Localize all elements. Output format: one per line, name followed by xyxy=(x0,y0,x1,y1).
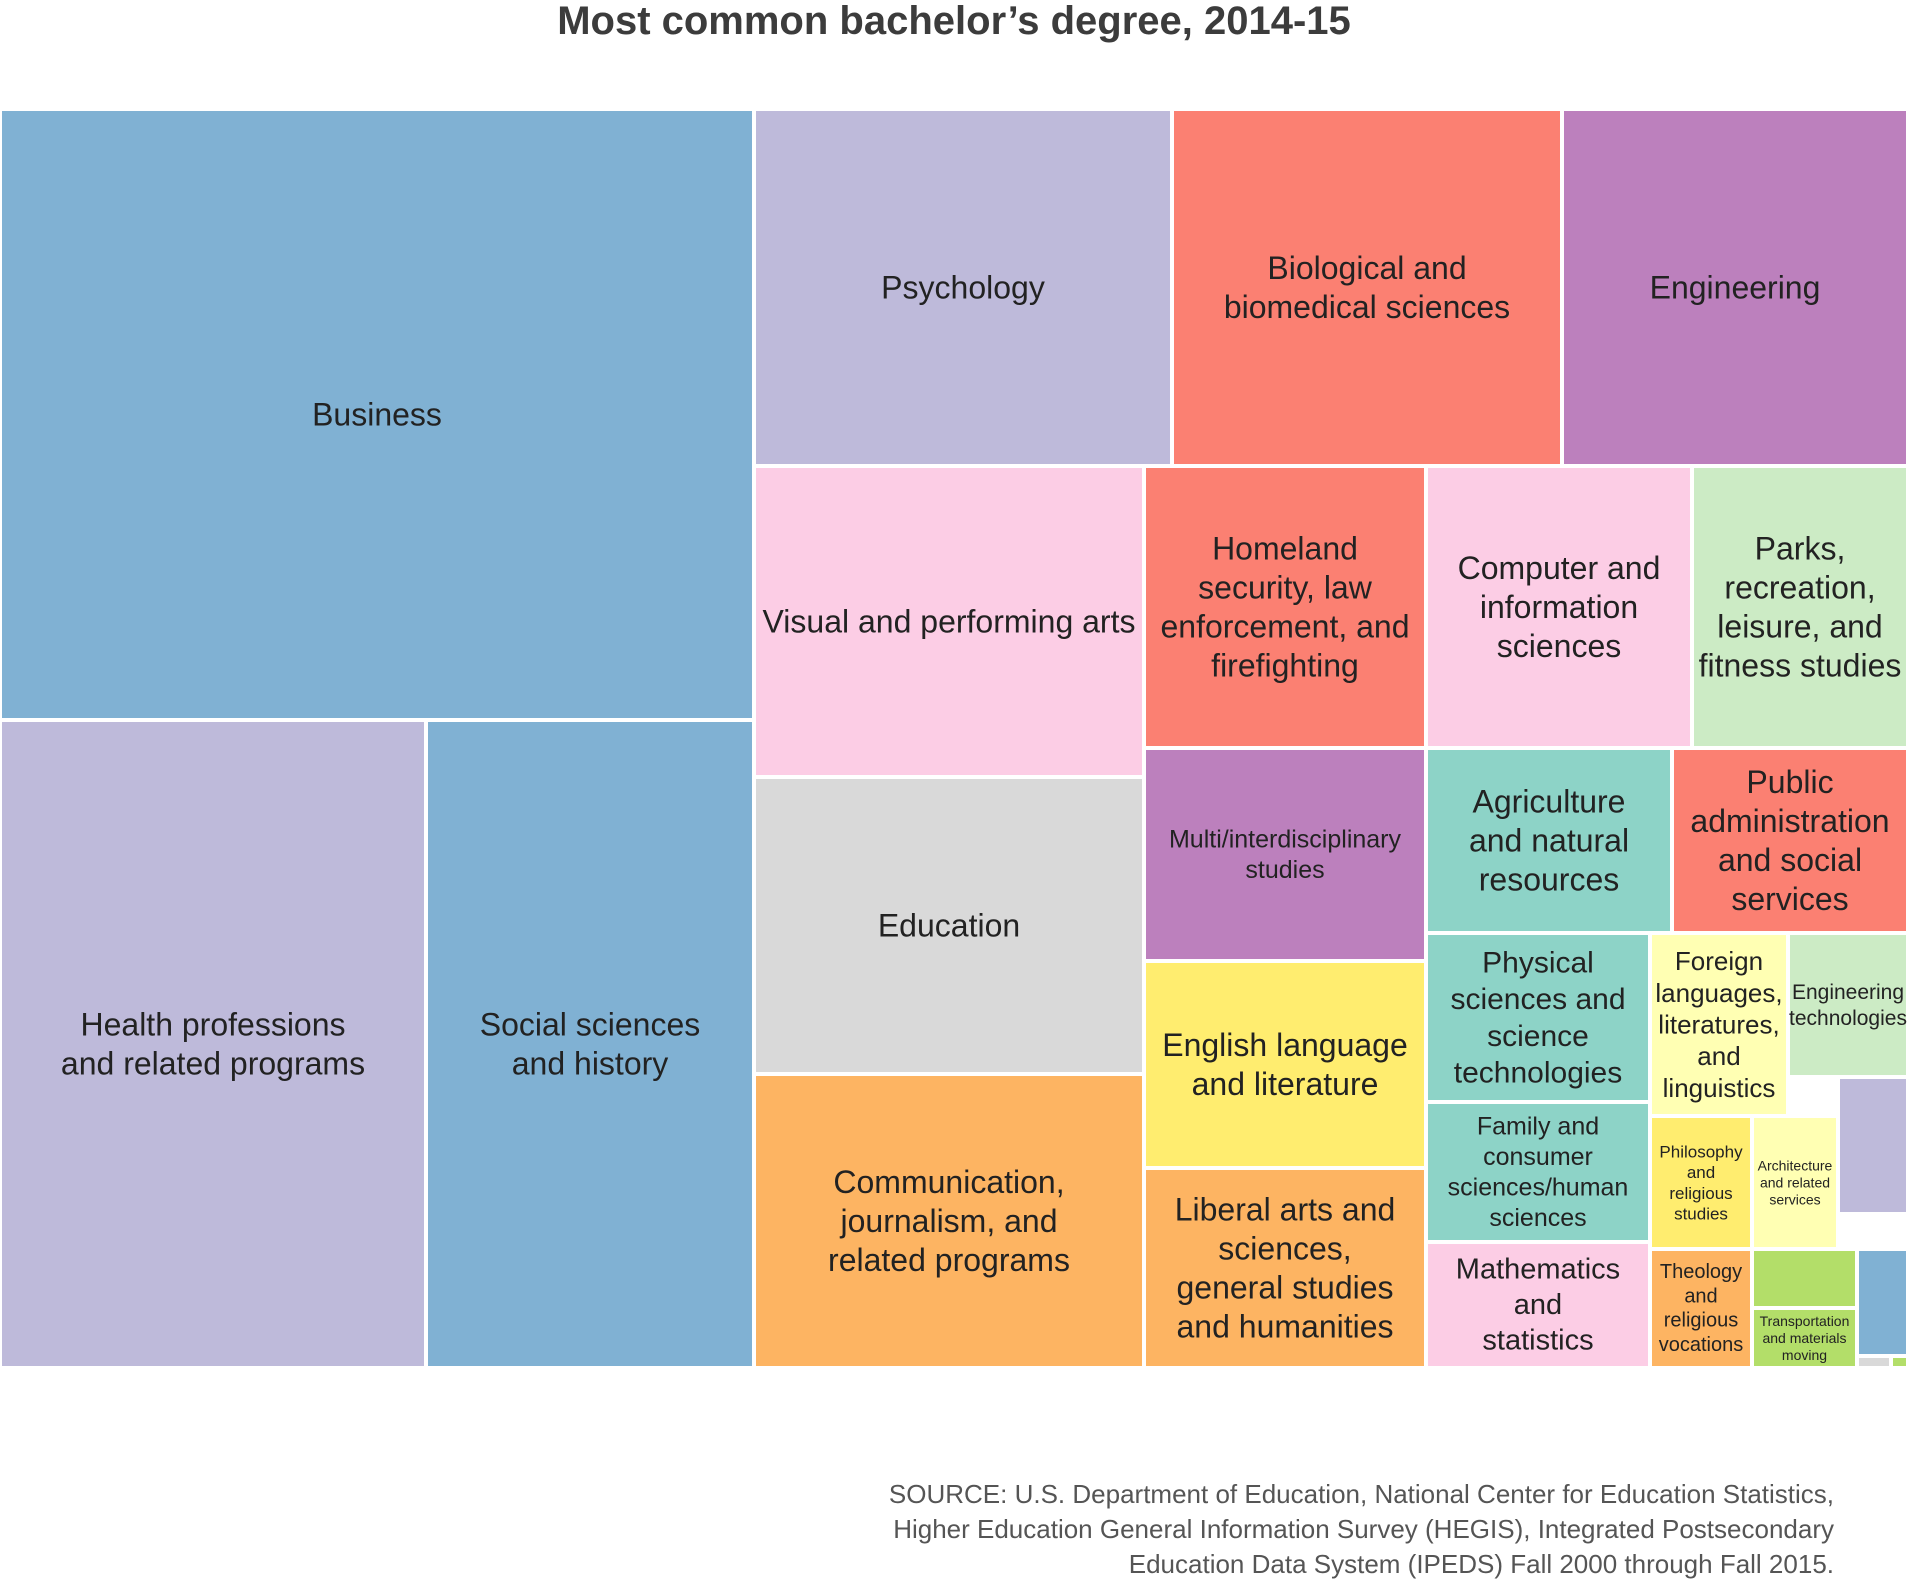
label-theology-and-religious-vocations: Theology and religious vocations xyxy=(1659,1261,1744,1356)
label-visual-and-performing-arts: Visual and performing arts xyxy=(763,604,1136,640)
source-note: SOURCE: U.S. Department of Education, Na… xyxy=(734,1477,1834,1582)
cell-parks-recreation-leisure-and-fitness-studies xyxy=(1690,464,1908,750)
label-architecture-and-related-services: Architecture and related services xyxy=(1758,1157,1833,1207)
cell-social-sciences-and-history xyxy=(424,718,756,1369)
label-computer-and-information-sciences: Computer and information sciences xyxy=(1458,550,1661,664)
label-biological-and-biomedical-sciences: Biological and biomedical sciences xyxy=(1224,250,1510,325)
cell-unlabeled-2 xyxy=(1750,1247,1859,1310)
label-mathematics-and-statistics: Mathematics and statistics xyxy=(1456,1254,1620,1357)
label-liberal-arts-and-sciences-general-studies-and-humanities: Liberal arts and sciences, general studies… xyxy=(1175,1191,1396,1344)
label-engineering-technologies: Engineering technologies xyxy=(1789,981,1907,1030)
cell-mathematics-and-statistics xyxy=(1424,1240,1652,1369)
label-multi-interdisciplinary-studies: Multi/interdisciplinary studies xyxy=(1169,825,1402,884)
label-philosophy-and-religious-studies: Philosophy and religious studies xyxy=(1659,1142,1743,1223)
label-engineering: Engineering xyxy=(1650,270,1821,306)
label-education: Education xyxy=(878,908,1020,944)
cell-english-language-and-literature xyxy=(1142,959,1428,1170)
label-foreign-languages-literatures-and-linguistics: Foreign languages, literatures, and linguist… xyxy=(1655,946,1782,1103)
cell-engineering-technologies xyxy=(1786,931,1908,1079)
cell-computer-and-information-sciences xyxy=(1424,464,1694,750)
chart-title: Most common bachelor’s degree, 2014-15 xyxy=(557,0,1351,43)
cell-architecture-and-related-services xyxy=(1750,1114,1840,1251)
cell-transportation-and-materials-moving xyxy=(1750,1306,1859,1369)
label-agriculture-and-natural-resources: Agriculture and natural resources xyxy=(1469,783,1629,897)
label-parks-recreation-leisure-and-fitness-studies: Parks, recreation, leisure, and fitness stu… xyxy=(1699,530,1902,683)
label-communication-journalism-and-related-programs: Communication, journalism, and related pro… xyxy=(828,1164,1070,1278)
cell-unlabeled-1 xyxy=(1836,1075,1908,1216)
label-physical-sciences-and-science-technologies: Physical sciences and science technologies xyxy=(1450,946,1625,1089)
label-business: Business xyxy=(312,397,442,433)
cell-homeland-security-law-enforcement-and-firefighting xyxy=(1142,464,1428,750)
cell-unlabeled-5 xyxy=(1889,1354,1908,1369)
cell-communication-journalism-and-related-programs xyxy=(752,1072,1146,1369)
cell-unlabeled-3 xyxy=(1855,1247,1908,1358)
cell-agriculture-and-natural-resources xyxy=(1424,746,1674,935)
cell-public-administration-and-social-services xyxy=(1670,746,1908,935)
cell-business xyxy=(0,109,756,722)
label-english-language-and-literature: English language and literature xyxy=(1162,1027,1408,1102)
label-health-professions-and-related-programs: Health professions and related programs xyxy=(61,1006,365,1081)
cell-biological-and-biomedical-sciences xyxy=(1170,109,1564,468)
cell-unlabeled-4 xyxy=(1855,1354,1893,1369)
source-line-3: Education Data System (IPEDS) Fall 2000 … xyxy=(1128,1549,1834,1579)
label-psychology: Psychology xyxy=(881,270,1045,306)
cell-psychology xyxy=(752,109,1174,468)
source-line-2: Higher Education General Information Sur… xyxy=(893,1514,1834,1544)
cell-liberal-arts-and-sciences-general-studies-and-humanities xyxy=(1142,1166,1428,1369)
label-family-and-consumer-sciences-human-sciences: Family and consumer sciences/human sciences xyxy=(1448,1112,1629,1232)
cell-health-professions-and-related-programs xyxy=(0,718,428,1369)
label-transportation-and-materials-moving: Transportation and materials moving xyxy=(1760,1313,1850,1363)
cell-philosophy-and-religious-studies xyxy=(1648,1114,1754,1251)
cell-foreign-languages-literatures-and-linguistics xyxy=(1648,931,1790,1118)
label-homeland-security-law-enforcement-and-firefighting: Homeland security, law enforcement, and fir… xyxy=(1160,530,1409,683)
label-public-administration-and-social-services: Public administration and social services xyxy=(1690,764,1889,917)
label-social-sciences-and-history: Social sciences and history xyxy=(480,1006,701,1081)
source-line-1: SOURCE: U.S. Department of Education, Na… xyxy=(888,1479,1834,1509)
cell-multi-interdisciplinary-studies xyxy=(1142,746,1428,963)
cell-engineering xyxy=(1560,109,1908,468)
cell-theology-and-religious-vocations xyxy=(1648,1247,1754,1369)
treemap-chart: Business Health professions and related pr… xyxy=(0,109,1908,1369)
